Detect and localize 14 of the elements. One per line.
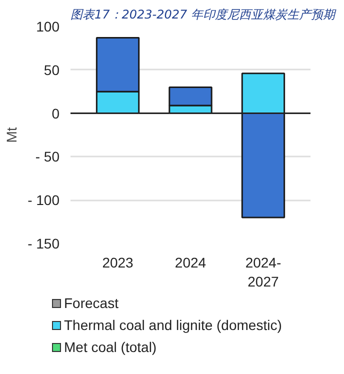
legend-label: Thermal coal and lignite (domestic) [64, 316, 282, 335]
y-tick-label: - 50 [35, 148, 60, 165]
y-tick-label: - 100 [28, 192, 60, 208]
y-tick-label: - 150 [28, 236, 60, 252]
x-tick-label: 2023 [102, 254, 134, 270]
chart-title: 图表17：2023-2027 年印度尼西亚煤炭生产预期 [70, 8, 337, 22]
y-tick-label: 100 [36, 18, 60, 34]
y-tick-label: 0 [52, 105, 60, 122]
legend-label: Met coal (total) [64, 338, 157, 357]
legend-label: Forecast [64, 294, 118, 313]
x-tick-label: 2024 [174, 254, 206, 270]
x-tick-label: 2024- 2027 [245, 254, 282, 290]
y-axis-title: Mt [4, 127, 20, 143]
y-tick-label: 50 [44, 62, 60, 78]
